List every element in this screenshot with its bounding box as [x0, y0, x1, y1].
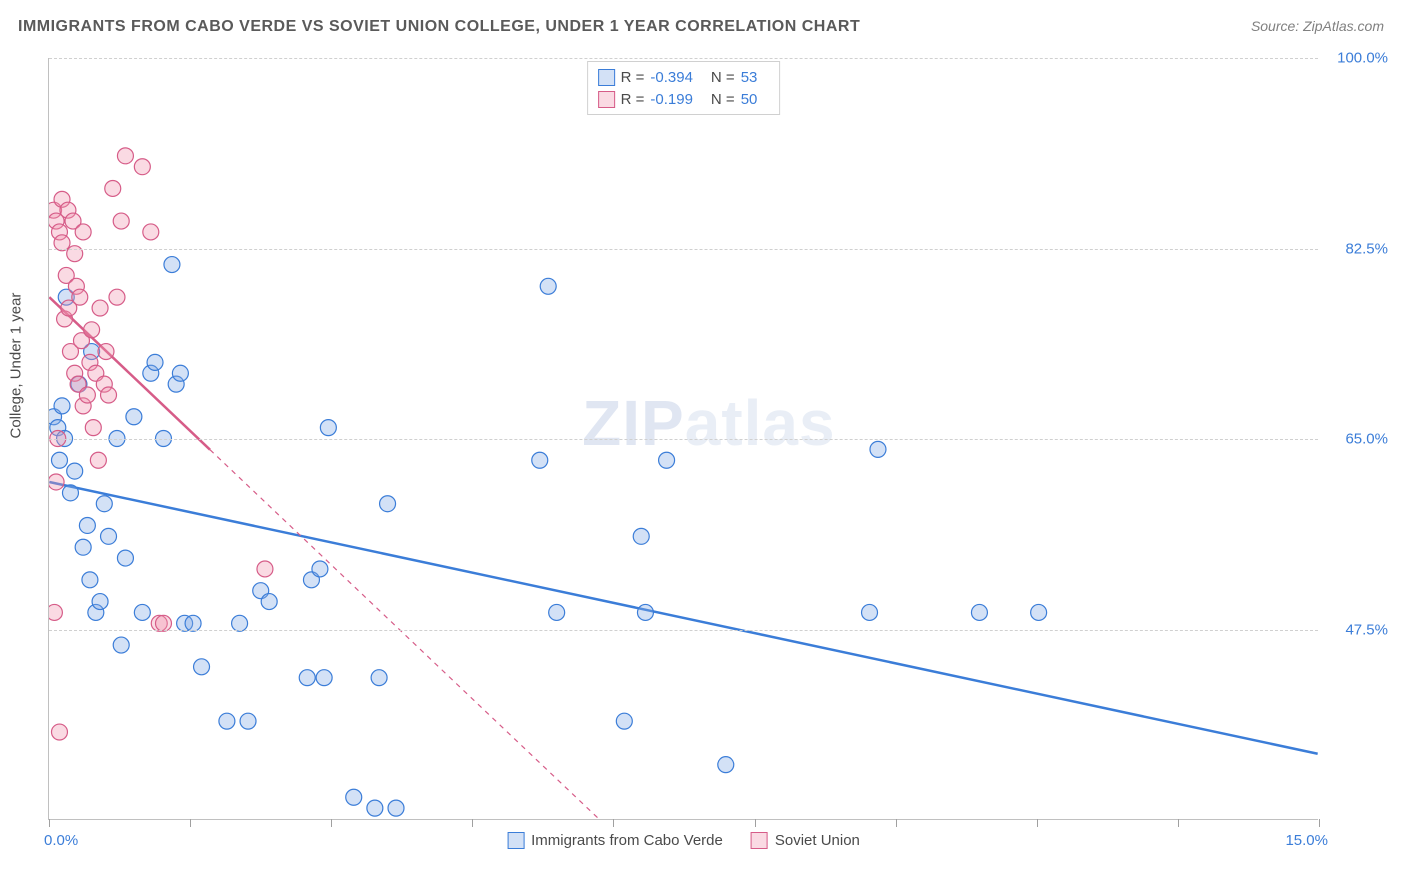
- y-tick-label: 100.0%: [1328, 50, 1388, 67]
- y-tick-label: 82.5%: [1328, 240, 1388, 257]
- source-value: ZipAtlas.com: [1303, 18, 1384, 34]
- watermark-atlas: atlas: [685, 387, 836, 459]
- gridline: [49, 249, 1318, 250]
- stats-legend: R = -0.394 N = 53 R = -0.199 N = 50: [587, 61, 781, 115]
- gridline: [49, 439, 1318, 440]
- x-tick: [190, 819, 191, 827]
- x-tick: [49, 819, 50, 827]
- x-tick: [1178, 819, 1179, 827]
- x-tick: [613, 819, 614, 827]
- swatch-cabo: [598, 69, 615, 86]
- x-tick: [331, 819, 332, 827]
- gridline: [49, 630, 1318, 631]
- r-label: R =: [621, 91, 645, 108]
- swatch-cabo: [507, 832, 524, 849]
- watermark: ZIPatlas: [582, 386, 835, 460]
- series-legend: Immigrants from Cabo Verde Soviet Union: [507, 832, 860, 849]
- n-label: N =: [711, 69, 735, 86]
- x-tick: [472, 819, 473, 827]
- plot-area: ZIPatlas R = -0.394 N = 53 R = -0.199 N …: [48, 58, 1318, 820]
- n-value-soviet: 50: [741, 91, 758, 108]
- x-tick-max: 15.0%: [1285, 832, 1328, 849]
- r-label: R =: [621, 69, 645, 86]
- swatch-soviet: [598, 91, 615, 108]
- x-tick: [896, 819, 897, 827]
- n-value-cabo: 53: [741, 69, 758, 86]
- legend-label-soviet: Soviet Union: [775, 832, 860, 849]
- r-value-cabo: -0.394: [650, 69, 693, 86]
- source-attribution: Source: ZipAtlas.com: [1251, 18, 1384, 34]
- y-axis-label: College, Under 1 year: [8, 293, 25, 439]
- gridline: [49, 58, 1318, 59]
- stats-row-soviet: R = -0.199 N = 50: [598, 88, 770, 110]
- x-tick: [1037, 819, 1038, 827]
- swatch-soviet: [751, 832, 768, 849]
- legend-item-soviet: Soviet Union: [751, 832, 860, 849]
- n-label: N =: [711, 91, 735, 108]
- y-tick-label: 65.0%: [1328, 431, 1388, 448]
- legend-label-cabo: Immigrants from Cabo Verde: [531, 832, 723, 849]
- y-tick-label: 47.5%: [1328, 621, 1388, 638]
- watermark-zip: ZIP: [582, 387, 685, 459]
- x-tick-min: 0.0%: [44, 832, 78, 849]
- x-tick: [1319, 819, 1320, 827]
- legend-item-cabo: Immigrants from Cabo Verde: [507, 832, 723, 849]
- stats-row-cabo: R = -0.394 N = 53: [598, 66, 770, 88]
- x-tick: [755, 819, 756, 827]
- r-value-soviet: -0.199: [650, 91, 693, 108]
- source-label: Source:: [1251, 18, 1303, 34]
- chart-title: IMMIGRANTS FROM CABO VERDE VS SOVIET UNI…: [18, 18, 860, 36]
